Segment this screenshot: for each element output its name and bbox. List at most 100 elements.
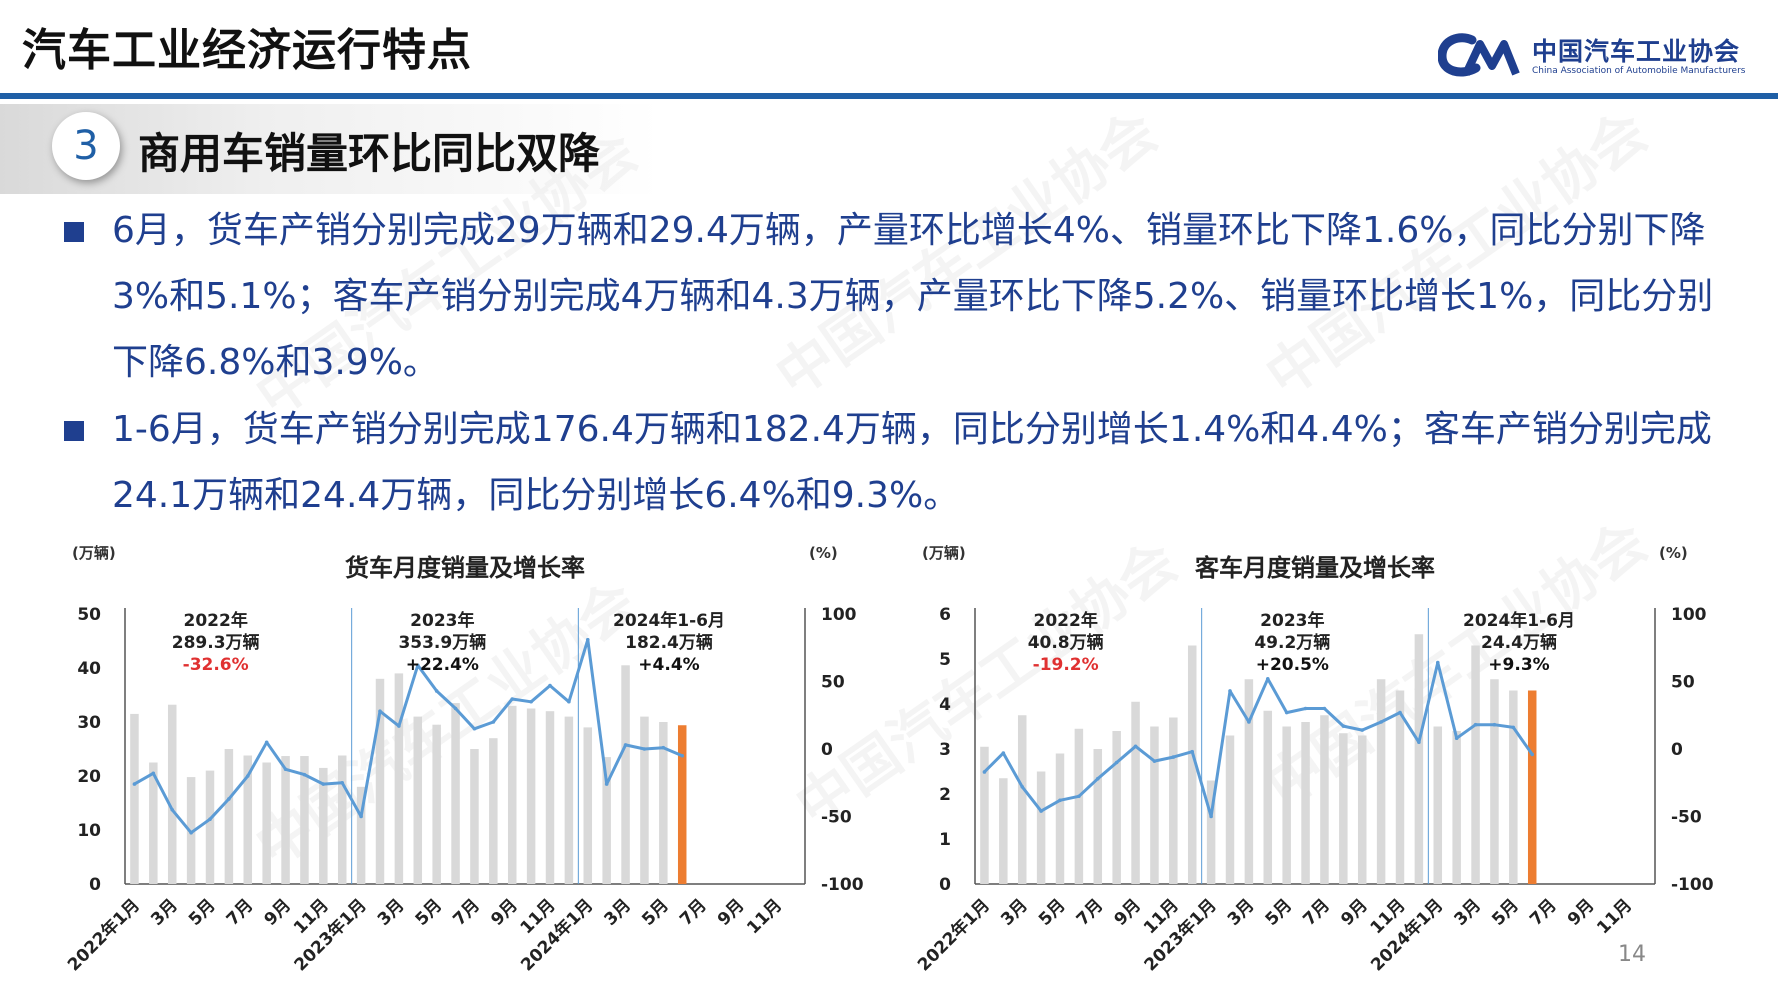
sales-bar	[300, 756, 309, 884]
sales-bar	[621, 665, 630, 884]
sales-bar	[1131, 701, 1140, 884]
page-number: 14	[1618, 942, 1646, 967]
growth-rate-point	[321, 782, 326, 786]
sales-bar	[470, 749, 479, 884]
growth-rate-point	[151, 771, 156, 776]
section-title: 商用车销量环比同比双降	[138, 129, 601, 178]
sales-bar	[167, 704, 177, 884]
sales-bar	[281, 756, 290, 884]
x-tick-label: 3月	[997, 895, 1032, 930]
sales-bar	[1036, 771, 1046, 884]
x-tick-label: 5月	[1035, 895, 1070, 930]
growth-rate-point	[1228, 689, 1232, 693]
growth-rate-point	[1133, 744, 1138, 749]
year-growth-label: +20.5%	[1256, 655, 1329, 675]
growth-rate-point	[453, 706, 458, 711]
y-right-unit-label: (%)	[1659, 544, 1688, 562]
growth-rate-point	[585, 637, 590, 642]
year-annotation-label: 2023年	[1260, 610, 1324, 631]
growth-rate-point	[1473, 722, 1478, 727]
year-total-label: 289.3万辆	[172, 632, 260, 653]
x-tick-label: 3月	[374, 895, 409, 930]
y-right-tick-label: 50	[1671, 673, 1695, 693]
y-left-tick-label: 3	[939, 740, 951, 760]
year-total-label: 353.9万辆	[398, 632, 486, 653]
growth-rate-point	[623, 743, 628, 747]
x-tick-label: 7月	[1526, 895, 1561, 930]
growth-rate-point	[1530, 752, 1535, 757]
sales-bar	[1282, 726, 1291, 884]
sales-bar	[1320, 715, 1329, 884]
sales-bar	[149, 762, 158, 884]
growth-rate-point	[680, 753, 685, 758]
sales-bar	[375, 678, 385, 884]
y-left-tick-label: 0	[89, 875, 101, 895]
x-tick-label: 11月	[743, 895, 786, 938]
sales-bar	[980, 746, 989, 884]
growth-rate-point	[1511, 725, 1516, 730]
growth-rate-point	[661, 745, 666, 750]
chart-title: 客车月度销量及增长率	[1195, 554, 1435, 582]
section-number-badge: 3	[52, 112, 120, 180]
y-right-unit-label: (%)	[809, 544, 838, 562]
growth-rate-point	[1095, 776, 1100, 781]
sales-bar	[1414, 634, 1424, 884]
growth-rate-point	[245, 774, 250, 778]
growth-rate-point	[982, 770, 987, 774]
x-tick-label: 2022年1月	[913, 895, 994, 976]
growth-rate-point	[132, 782, 137, 786]
y-right-tick-label: 100	[821, 605, 857, 625]
y-right-tick-label: -100	[1671, 875, 1714, 895]
year-total-label: 182.4万辆	[625, 632, 713, 653]
bullet-square-icon	[64, 222, 84, 242]
sales-bar	[564, 716, 574, 884]
bullet-text: 1-6月，货车产销分别完成176.4万辆和182.4万辆，同比分别增长1.4%和…	[112, 409, 1712, 516]
sales-bar	[526, 708, 536, 884]
x-tick-label: 7月	[223, 895, 258, 930]
growth-rate-point	[642, 747, 647, 751]
sales-bar	[507, 705, 517, 884]
year-total-label: 40.8万辆	[1028, 632, 1104, 653]
sales-bar	[1433, 726, 1443, 884]
sales-bar	[1376, 679, 1386, 884]
x-tick-label: 11月	[1593, 895, 1636, 938]
sales-bar	[356, 786, 366, 884]
y-left-tick-label: 20	[77, 767, 101, 787]
growth-rate-point	[1341, 724, 1346, 728]
growth-rate-point	[472, 726, 477, 731]
year-growth-label: +22.4%	[406, 655, 479, 675]
growth-rate-point	[1360, 728, 1365, 732]
sales-bar	[1206, 780, 1216, 884]
growth-rate-point	[415, 663, 420, 668]
sales-bar	[489, 738, 498, 884]
caam-logo: 中国汽车工业协会 China Association of Automobile…	[1438, 30, 1768, 82]
growth-rate-point	[567, 699, 571, 704]
x-tick-label: 5月	[1262, 895, 1297, 930]
growth-rate-point	[1077, 794, 1081, 799]
growth-rate-point	[1303, 706, 1308, 711]
sales-bar	[1471, 645, 1480, 884]
y-right-tick-label: 0	[821, 740, 833, 760]
x-tick-label: 2022年1月	[63, 895, 144, 976]
y-left-tick-label: 40	[77, 659, 101, 679]
sales-bar	[677, 725, 687, 884]
sales-bar	[1263, 710, 1273, 884]
growth-rate-line	[983, 661, 1534, 818]
sales-bar	[1527, 690, 1537, 884]
sales-bar	[1093, 749, 1103, 884]
sales-bar	[394, 673, 404, 884]
growth-rate-point	[1058, 798, 1062, 803]
x-tick-label: 5月	[412, 895, 447, 930]
sales-bar	[337, 755, 347, 884]
sales-bar	[413, 716, 423, 884]
y-left-tick-label: 30	[77, 713, 101, 733]
logo-text-cn: 中国汽车工业协会	[1532, 37, 1741, 66]
y-right-tick-label: 50	[821, 673, 845, 693]
growth-rate-point	[1454, 736, 1459, 740]
year-annotation-label: 2024年1-6月	[1463, 610, 1575, 631]
sales-bar	[1055, 753, 1065, 884]
year-total-label: 24.4万辆	[1481, 632, 1557, 653]
sales-bar	[1244, 679, 1254, 884]
sales-bar	[130, 713, 139, 884]
year-annotation-label: 2022年	[1034, 610, 1098, 631]
